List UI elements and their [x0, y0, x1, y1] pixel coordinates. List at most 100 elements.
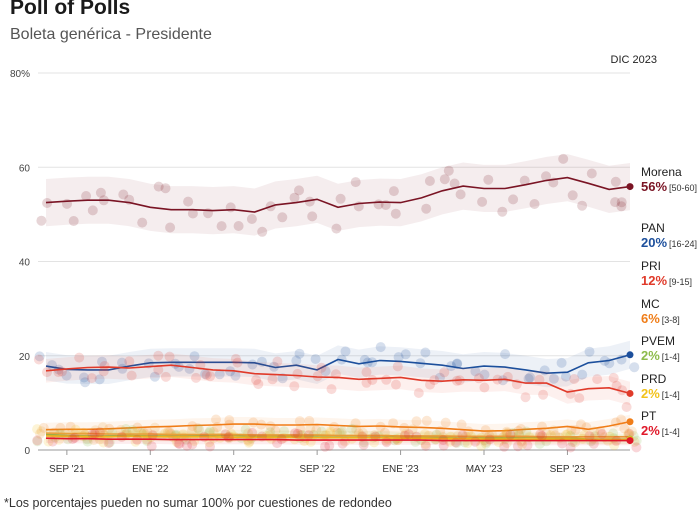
poll-point	[480, 425, 491, 436]
poll-point	[303, 430, 314, 441]
poll-point	[191, 372, 201, 383]
legend-name: MC	[641, 297, 660, 311]
poll-point	[567, 190, 578, 201]
y-tick-label: 40	[19, 258, 31, 269]
poll-point	[187, 208, 198, 219]
poll-point	[537, 431, 547, 441]
poll-point	[522, 440, 533, 451]
uncertainty-band	[46, 353, 630, 406]
poll-point	[120, 424, 131, 434]
poll-point	[629, 362, 640, 373]
poll-point	[149, 422, 160, 433]
poll-point	[201, 370, 212, 380]
poll-point	[616, 414, 627, 425]
poll-point	[324, 440, 335, 451]
legend-name: PRD	[641, 372, 667, 386]
poll-point	[117, 357, 127, 368]
poll-point	[558, 153, 569, 164]
poll-point	[182, 440, 192, 451]
poll-point	[86, 373, 97, 384]
poll-point	[370, 431, 381, 442]
poll-point	[577, 369, 588, 380]
poll-point	[592, 374, 603, 385]
poll-point	[438, 432, 448, 442]
poll-point	[42, 367, 52, 378]
legend-value: 6% [3-8]	[641, 311, 680, 326]
poll-point	[421, 203, 432, 214]
poll-point	[535, 429, 546, 440]
poll-point	[299, 436, 310, 447]
poll-point	[523, 373, 534, 384]
x-tick-label: SEP '22	[299, 464, 335, 475]
poll-point	[390, 208, 401, 219]
poll-point	[224, 433, 235, 444]
poll-point	[98, 366, 109, 377]
poll-point	[230, 353, 241, 364]
poll-point	[153, 350, 164, 361]
y-tick-label: 80%	[10, 69, 30, 80]
poll-point	[95, 187, 106, 198]
poll-point	[103, 438, 114, 448]
poll-point	[411, 431, 422, 442]
poll-point	[443, 165, 454, 176]
poll-point	[513, 426, 524, 436]
poll-point	[149, 371, 160, 382]
poll-point	[534, 374, 545, 385]
poll-point	[160, 183, 171, 194]
poll-point	[325, 426, 336, 437]
poll-point	[619, 423, 630, 434]
poll-point	[232, 357, 243, 368]
poll-point	[576, 419, 586, 430]
poll-point	[126, 370, 137, 381]
poll-point	[89, 428, 100, 439]
poll-point	[626, 426, 637, 437]
poll-point	[305, 436, 316, 447]
poll-point	[508, 427, 518, 438]
poll-point	[335, 193, 346, 204]
poll-point	[424, 176, 435, 186]
poll-point	[584, 346, 595, 357]
poll-point	[339, 436, 350, 447]
poll-point	[569, 374, 580, 384]
poll-point	[214, 369, 225, 380]
poll-point	[616, 197, 627, 208]
poll-point	[519, 175, 530, 186]
poll-point	[173, 361, 184, 372]
series-line	[45, 435, 630, 441]
series-line	[45, 420, 631, 432]
poll-point	[251, 375, 262, 385]
poll-point	[584, 431, 595, 442]
poll-point	[261, 431, 272, 441]
poll-point	[456, 419, 467, 430]
poll-point	[621, 402, 632, 412]
poll-point	[223, 432, 234, 443]
poll-point	[361, 377, 372, 388]
poll-point	[538, 389, 549, 400]
poll-point	[61, 370, 72, 381]
poll-point	[291, 355, 302, 366]
poll-point	[425, 379, 435, 390]
poll-point	[137, 217, 148, 228]
poll-point	[33, 354, 44, 365]
poll-point	[124, 356, 135, 367]
poll-point	[483, 174, 494, 185]
poll-point	[32, 436, 43, 447]
poll-point	[87, 429, 98, 440]
poll-point	[520, 392, 531, 403]
footnote: *Los porcentajes pueden no sumar 100% po…	[4, 496, 392, 510]
legend-name: PAN	[641, 221, 665, 235]
poll-point	[272, 438, 283, 449]
series-line	[45, 437, 630, 442]
poll-point	[97, 427, 107, 438]
poll-point	[87, 205, 98, 216]
poll-point	[310, 354, 321, 364]
poll-point	[264, 430, 275, 441]
poll-point	[517, 439, 528, 450]
poll-point	[565, 442, 576, 453]
poll-point	[463, 426, 474, 437]
poll-point	[165, 222, 176, 233]
end-point-marker	[626, 418, 634, 426]
poll-point	[173, 438, 184, 449]
